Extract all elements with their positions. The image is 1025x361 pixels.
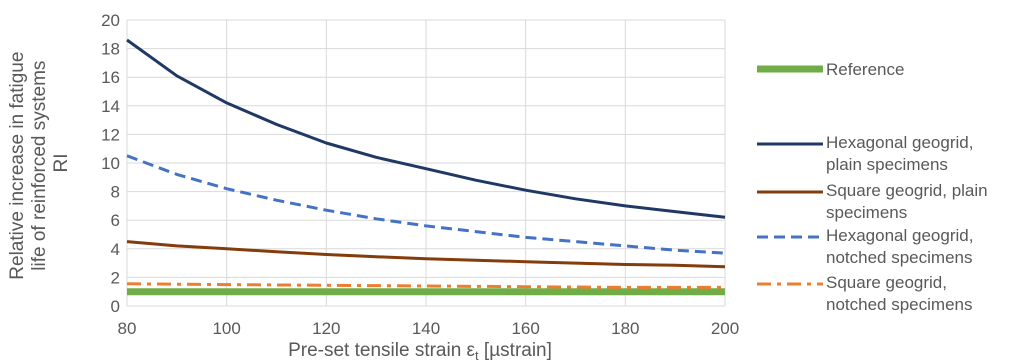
- series-line-square-notched: [126, 282, 725, 289]
- legend-label-hex-plain: plain specimens: [826, 155, 948, 174]
- x-tick-label: 120: [312, 319, 340, 338]
- y-tick-label: 10: [101, 154, 120, 173]
- x-tick-label: 200: [711, 319, 739, 338]
- y-tick-label: 12: [101, 125, 120, 144]
- x-axis-title-subscript: t: [475, 348, 479, 361]
- x-tick-label: 180: [611, 319, 639, 338]
- legend-label-hex-notched: notched specimens: [826, 248, 972, 267]
- legend-label-square-notched: Square geogrid,: [826, 273, 947, 292]
- y-tick-label: 20: [101, 11, 120, 30]
- series-line-hex-notched: [126, 154, 726, 255]
- y-axis-title-line-2: life of reinforced systems: [29, 61, 50, 271]
- y-tick-label: 0: [111, 297, 120, 316]
- series-line-hex-plain: [126, 38, 726, 219]
- x-tick-label: 80: [118, 319, 137, 338]
- y-tick-label: 6: [111, 211, 120, 230]
- y-tick-label: 14: [101, 97, 120, 116]
- legend-label-square-plain: Square geogrid, plain: [826, 181, 988, 200]
- y-tick-label: 4: [111, 240, 120, 259]
- series-lines: [126, 38, 726, 296]
- legend-label-reference: Reference: [826, 60, 904, 79]
- y-axis-title-line-3: RI: [51, 154, 72, 173]
- legend-label-hex-plain: Hexagonal geogrid,: [826, 133, 973, 152]
- y-tick-labels: 0 2 4 6 8 10 12 14 16 18 20: [101, 11, 120, 316]
- gridlines: [126, 19, 726, 307]
- y-tick-label: 2: [111, 268, 120, 287]
- series-line-square-plain: [126, 240, 726, 269]
- x-axis-title-main: Pre-set tensile strain ε: [288, 340, 475, 361]
- x-tick-labels: 80 100 120 140 160 180 200: [118, 319, 740, 338]
- y-axis-title: Relative increase in fatigue life of rei…: [7, 46, 72, 279]
- y-tick-label: 8: [111, 183, 120, 202]
- y-tick-label: 18: [101, 40, 120, 59]
- legend: Reference Hexagonal geogrid, plain specime…: [757, 60, 988, 314]
- legend-label-hex-notched: Hexagonal geogrid,: [826, 226, 973, 245]
- x-tick-label: 160: [511, 319, 539, 338]
- y-axis-title-line-1: Relative increase in fatigue: [7, 52, 28, 280]
- x-tick-label: 100: [212, 319, 240, 338]
- legend-label-square-plain: specimens: [826, 203, 907, 222]
- x-tick-label: 140: [412, 319, 440, 338]
- x-axis-title-unit: [µstrain]: [479, 340, 552, 361]
- y-tick-label: 16: [101, 68, 120, 87]
- x-axis-title: Pre-set tensile strain εt [µstrain]: [288, 340, 552, 361]
- legend-label-square-notched: notched specimens: [826, 295, 972, 314]
